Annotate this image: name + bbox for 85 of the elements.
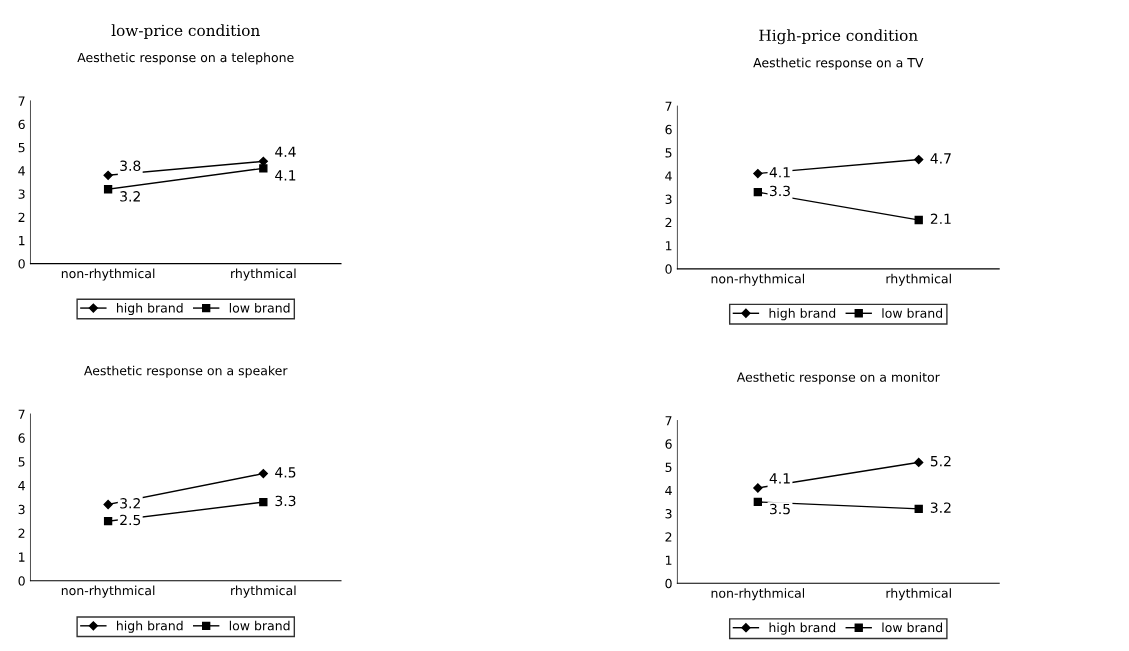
data-label: 2.5 xyxy=(120,514,141,526)
y-tick-label: 2 xyxy=(665,532,672,542)
y-tick-label: 1 xyxy=(19,236,25,246)
point xyxy=(753,168,763,179)
data-label: 5.2 xyxy=(930,455,951,467)
y-tick-label: 5 xyxy=(18,457,25,467)
y-tick-label: 7 xyxy=(665,101,672,111)
legend-label: low brand xyxy=(882,308,943,318)
y-tick-label: 7 xyxy=(18,96,25,106)
data-label: 3.2 xyxy=(120,191,140,202)
data-label: 4.1 xyxy=(769,473,790,484)
y-tick-label: 3 xyxy=(18,504,25,515)
y-tick-label: 4 xyxy=(18,166,25,176)
legend-label: high brand xyxy=(116,302,183,316)
y-tick-label: 7 xyxy=(665,416,672,426)
y-tick-label: 2 xyxy=(18,528,25,538)
y-tick-label: 3 xyxy=(665,194,672,205)
point xyxy=(753,187,763,197)
x-tick-label: rhythmical xyxy=(886,273,951,286)
data-label: 3.8 xyxy=(120,160,141,171)
data-label: 4.1 xyxy=(769,167,790,178)
y-tick-label: 6 xyxy=(18,433,25,443)
y-tick-label: 0 xyxy=(665,264,672,274)
point xyxy=(914,457,924,468)
y-tick-label: 0 xyxy=(665,578,672,589)
y-tick-label: 5 xyxy=(18,143,25,153)
y-tick-label: 1 xyxy=(665,241,672,251)
x-tick-label: non-rhythmical xyxy=(61,268,155,281)
x-tick-label: non-rhythmical xyxy=(61,585,155,598)
legend-label: low brand xyxy=(229,620,290,631)
y-tick-label: 5 xyxy=(665,148,672,158)
legend-label: low brand xyxy=(229,302,290,313)
data-label: 3.3 xyxy=(770,185,790,197)
data-label: 3.5 xyxy=(770,503,790,515)
point xyxy=(914,154,924,165)
point xyxy=(103,170,113,180)
y-tick-label: 1 xyxy=(665,555,672,565)
text: low-price condition xyxy=(111,24,260,40)
point xyxy=(258,468,268,479)
point xyxy=(103,499,113,510)
y-tick-label: 4 xyxy=(18,481,25,491)
y-tick-label: 2 xyxy=(665,217,672,228)
chart-title: Aesthetic response on a monitor xyxy=(736,372,940,385)
x-tick-label: non-rhythmical xyxy=(711,588,805,601)
data-label: 4.7 xyxy=(930,153,951,164)
legend-label: low brand xyxy=(882,622,943,633)
y-tick-label: 1 xyxy=(19,552,25,562)
y-tick-label: 6 xyxy=(665,439,672,449)
point xyxy=(259,164,268,173)
data-label: 2.1 xyxy=(930,213,951,224)
data-label: 4.4 xyxy=(275,146,296,157)
y-tick-label: 2 xyxy=(18,212,25,222)
point xyxy=(753,497,763,507)
y-tick-label: 6 xyxy=(18,119,25,130)
data-label: 4.5 xyxy=(275,467,296,478)
y-tick-label: 4 xyxy=(665,485,672,496)
legend-label: high brand xyxy=(116,620,183,633)
y-tick-label: 6 xyxy=(665,124,672,135)
x-tick-label: rhythmical xyxy=(231,585,296,598)
legend-label: high brand xyxy=(769,308,836,321)
chart-title: Aesthetic response on a speaker xyxy=(84,365,288,378)
point xyxy=(914,504,923,514)
y-tick-label: 4 xyxy=(665,171,672,181)
y-tick-label: 3 xyxy=(665,509,672,519)
y-tick-label: 7 xyxy=(18,409,25,419)
point xyxy=(259,497,268,507)
legend-label: high brand xyxy=(769,622,836,635)
y-tick-label: 5 xyxy=(665,462,672,472)
y-tick-label: 0 xyxy=(18,259,25,269)
point xyxy=(103,185,113,194)
y-tick-label: 3 xyxy=(18,189,25,199)
data-label: 3.3 xyxy=(275,495,296,507)
point xyxy=(103,517,113,526)
point xyxy=(753,483,763,493)
data-label: 3.2 xyxy=(120,498,140,509)
text: High-price condition xyxy=(759,29,918,45)
chart-title: Aesthetic response on a TV xyxy=(753,57,924,70)
x-tick-label: rhythmical xyxy=(886,588,951,601)
y-tick-label: 0 xyxy=(18,576,25,586)
point xyxy=(914,215,923,225)
x-tick-label: rhythmical xyxy=(231,268,296,281)
x-tick-label: non-rhythmical xyxy=(711,273,805,286)
chart-title: Aesthetic response on a telephone xyxy=(77,52,294,65)
data-label: 4.1 xyxy=(275,170,296,181)
data-label: 3.2 xyxy=(930,502,951,513)
